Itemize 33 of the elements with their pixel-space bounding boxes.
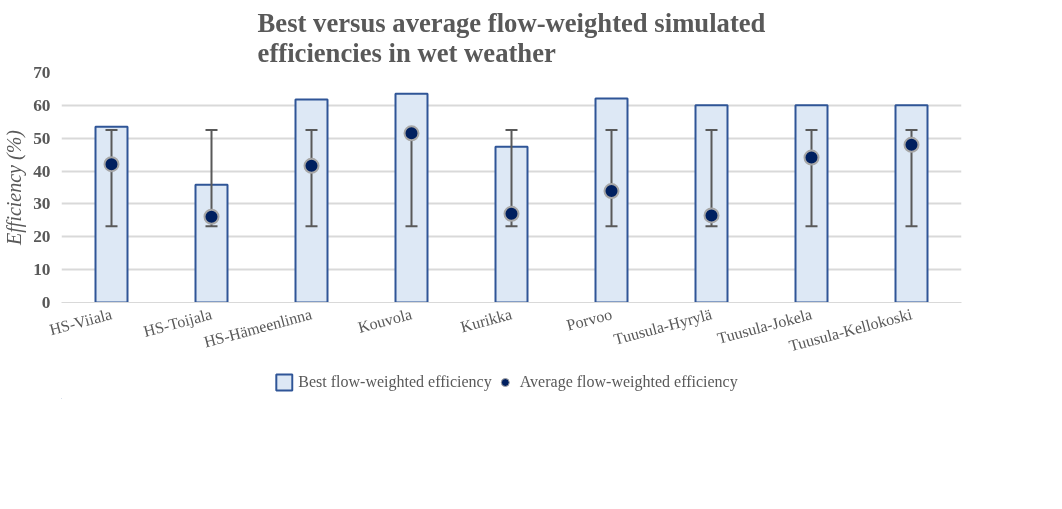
point: [903, 136, 920, 153]
y-tick-label: 40: [33, 161, 51, 181]
legend-label: Best flow-weighted efficiency: [298, 373, 492, 391]
legend-label: Average flow-weighted efficiency: [519, 373, 738, 391]
point: [403, 125, 420, 142]
bar: [794, 104, 829, 303]
y-tick-label: 30: [33, 194, 51, 214]
x-tick-label: Kurikka: [458, 305, 514, 336]
point: [503, 205, 520, 222]
bar: [494, 145, 529, 303]
point: [203, 208, 220, 225]
point: [703, 207, 720, 224]
chart-title: Best versus average flow-weighted simulated efficiencies in wet weather: [257, 7, 766, 68]
y-tick-label: 70: [33, 63, 51, 82]
y-tick-label: 0: [41, 293, 51, 312]
x-tick-label: Porvoo: [564, 305, 614, 334]
y-tick-label: 50: [33, 128, 51, 148]
point: [603, 183, 620, 200]
y-axis-title: Efficiency (%): [3, 129, 27, 246]
x-tick-label: Kouvola: [356, 305, 414, 336]
bar: [394, 92, 429, 303]
y-tick-label: 60: [33, 95, 51, 115]
bar: [94, 125, 129, 303]
point: [803, 149, 820, 166]
bar: [694, 104, 729, 303]
y-tick-label: 10: [33, 260, 51, 280]
bar: [194, 183, 229, 303]
point: [103, 156, 120, 173]
bar: [894, 104, 929, 303]
y-tick-label: 20: [33, 227, 51, 247]
bar: [294, 98, 329, 303]
point: [303, 157, 320, 174]
bar: [594, 97, 629, 303]
